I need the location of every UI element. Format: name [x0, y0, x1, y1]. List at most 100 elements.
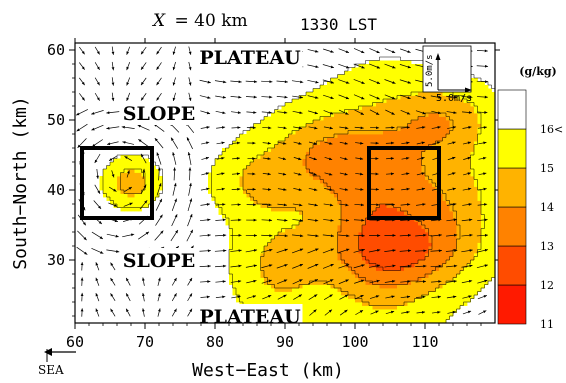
- wind-vector-167: [215, 233, 227, 237]
- wind-vector-471: [476, 264, 488, 268]
- wind-vector-403: [416, 203, 426, 206]
- wind-vector-365: [384, 234, 396, 237]
- wind-vector-296: [324, 188, 333, 191]
- wind-vector-257: [291, 234, 304, 238]
- wind-vector-452: [461, 279, 473, 284]
- wind-vector-337: [354, 109, 365, 116]
- wind-vector-33: [94, 77, 100, 86]
- wind-vector-304: [322, 64, 335, 69]
- x-axis-label: West−East (km): [192, 360, 344, 381]
- colorbar-segment-2: [497, 206, 527, 247]
- wind-vector-200: [246, 279, 257, 284]
- wind-vector-164: [215, 280, 226, 283]
- wind-vector-367: [385, 203, 395, 207]
- wind-vector-417: [430, 264, 442, 268]
- x-tick-label-1: 70: [136, 333, 154, 351]
- wind-vector-55: [125, 293, 131, 302]
- wind-vector-303: [322, 79, 335, 84]
- wind-vector-408: [416, 126, 426, 129]
- wind-vector-95: [154, 230, 164, 241]
- wind-vector-398: [415, 280, 427, 283]
- wind-vector-34: [94, 62, 100, 71]
- wind-vector-294: [323, 218, 334, 222]
- wind-vector-86: [140, 93, 147, 101]
- wind-vector-380: [400, 280, 411, 283]
- wind-vector-472: [476, 248, 489, 253]
- wind-vector-137: [186, 137, 193, 150]
- wind-vector-147: [199, 264, 211, 268]
- colorbar-label-5: 16<: [540, 123, 563, 136]
- wind-vector-242: [277, 188, 287, 191]
- wind-vector-1: [80, 292, 84, 302]
- wind-vector-315: [339, 172, 348, 176]
- wind-vector-433: [446, 295, 457, 299]
- wind-vector-122: [172, 92, 176, 102]
- wind-vector-364: [384, 249, 396, 252]
- wind-vector-416: [430, 280, 442, 283]
- wind-vector-14: [79, 93, 85, 101]
- wind-vector-32: [94, 92, 100, 101]
- wind-vector-463: [461, 111, 473, 114]
- wind-vector-28: [94, 153, 101, 164]
- wind-vector-369: [386, 172, 394, 176]
- wind-vector-70: [126, 61, 131, 71]
- wind-vector-61: [123, 202, 133, 207]
- wind-vector-170: [216, 187, 225, 191]
- wind-vector-66: [121, 125, 135, 129]
- wind-vector-341: [353, 48, 365, 54]
- wind-vector-368: [385, 187, 395, 191]
- wind-vector-350: [370, 187, 379, 191]
- wind-vector-105: [156, 77, 162, 86]
- y-axis-label: South−North (km): [10, 96, 31, 269]
- wind-vector-100: [156, 152, 162, 165]
- wind-vector-206: [247, 187, 256, 191]
- wind-vector-305: [323, 48, 334, 53]
- wind-vector-13: [76, 109, 88, 116]
- wind-vector-40: [106, 249, 120, 253]
- colorbar-segment-1: [497, 245, 527, 286]
- wind-vector-249: [276, 80, 288, 84]
- wind-vector-194: [230, 95, 242, 99]
- wind-vector-29: [91, 139, 103, 147]
- wind-vector-125: [172, 46, 176, 55]
- wind-vector-104: [156, 93, 162, 101]
- wind-vector-188: [231, 187, 241, 191]
- wind-vector-454: [461, 249, 473, 253]
- wind-vector-64: [124, 156, 133, 161]
- wind-vector-47: [106, 141, 119, 146]
- colorbar-segment-5: [497, 89, 527, 130]
- wind-vector-229: [261, 111, 272, 114]
- wind-vector-480: [477, 126, 487, 129]
- wind-vector-266: [292, 95, 304, 99]
- y-tick-label-1: 40: [47, 181, 65, 199]
- wind-vector-415: [431, 295, 441, 299]
- wind-vector-331: [354, 203, 364, 207]
- wind-vector-382: [399, 249, 412, 253]
- wind-vector-154: [201, 156, 210, 160]
- wind-vector-388: [401, 156, 410, 160]
- wind-vector-319: [338, 109, 349, 115]
- wind-vector-317: [339, 141, 348, 145]
- wind-vector-356: [369, 94, 380, 100]
- wind-vector-400: [415, 249, 427, 253]
- wind-vector-270: [309, 309, 317, 316]
- wind-vector-277: [308, 203, 318, 207]
- wind-vector-241: [277, 203, 287, 207]
- wind-vector-297: [324, 172, 333, 176]
- wind-vector-301: [323, 110, 334, 115]
- wind-vector-84: [137, 124, 150, 131]
- wind-vector-12: [76, 123, 88, 132]
- wind-vector-453: [461, 264, 473, 268]
- wind-vector-27: [96, 168, 100, 179]
- wind-vector-224: [262, 188, 272, 191]
- wind-vector-115: [171, 198, 177, 211]
- wind-vector-306: [339, 309, 348, 316]
- wind-vector-482: [476, 95, 488, 99]
- wind-vector-140: [188, 92, 192, 102]
- analysis-box-layer: [80, 146, 441, 220]
- moisture-contour-layer: [102, 56, 496, 323]
- wind-vector-276: [307, 219, 319, 222]
- wind-vector-484: [476, 64, 489, 68]
- wind-vector-329: [353, 234, 365, 238]
- wind-vector-227: [262, 141, 271, 145]
